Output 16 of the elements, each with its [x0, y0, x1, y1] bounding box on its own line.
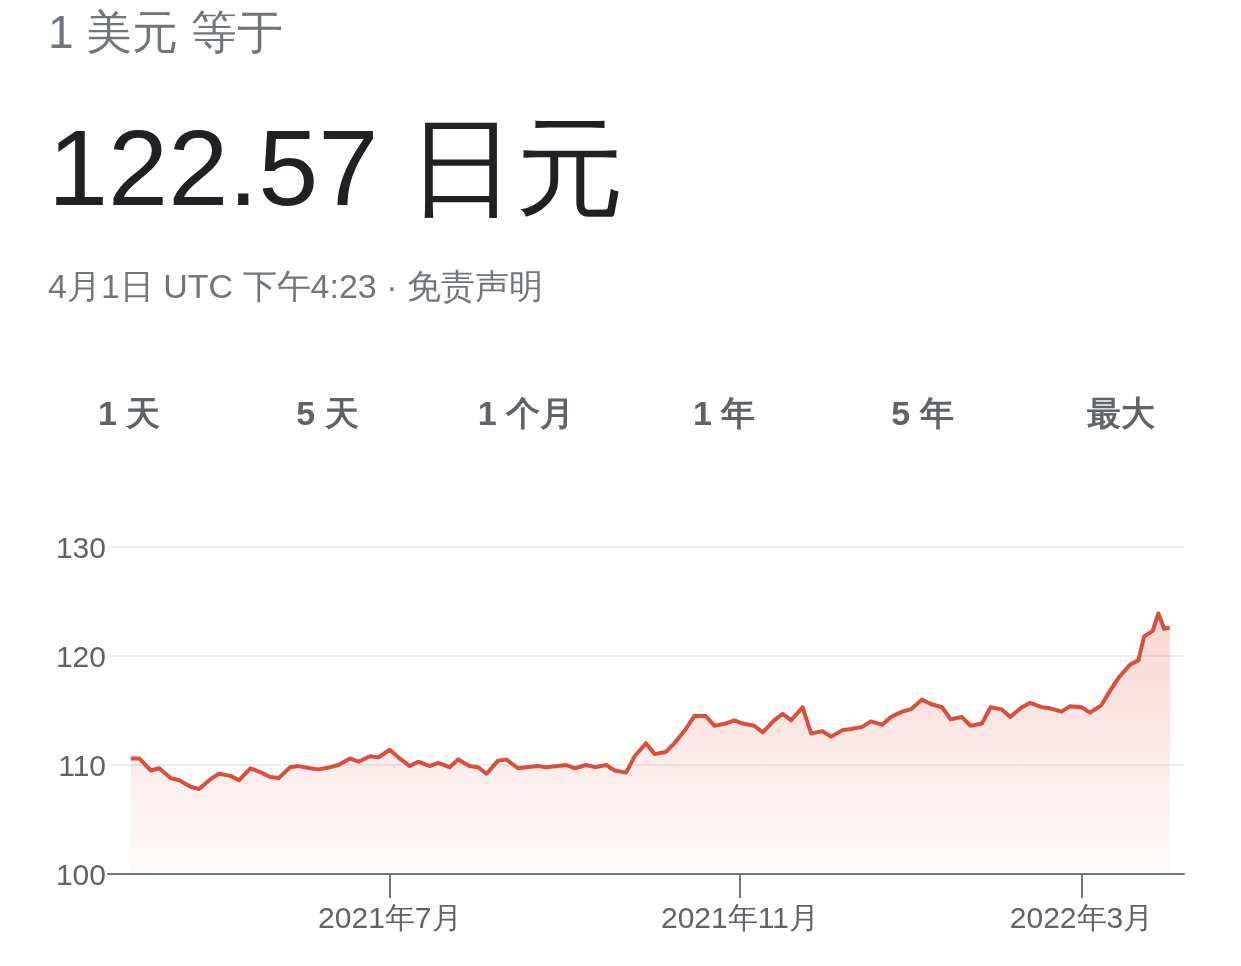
text: 5 年 — [890, 393, 955, 434]
x-tick-label: 2021年11月 — [660, 900, 819, 934]
chart-subtitle: 1 美元 等于 — [48, 5, 284, 60]
text: 1 个月 — [476, 393, 575, 434]
text: 最大 — [1085, 393, 1156, 434]
x-tick-label: 2022年3月 — [1009, 900, 1154, 934]
text: 5 天 — [295, 393, 360, 434]
x-tick-label: 2021年7月 — [318, 900, 462, 934]
chart-title: 122.57 日元 — [48, 106, 625, 230]
y-tick-label: 100 — [55, 857, 106, 891]
text: 4月1日 UTC 下午4:23 · 免责声明 — [48, 266, 543, 307]
text: 1 年 — [691, 393, 757, 434]
text: 1 天 — [97, 393, 162, 434]
y-tick-label: 110 — [58, 748, 106, 782]
y-tick-label: 130 — [55, 530, 106, 564]
y-tick-label: 120 — [55, 639, 106, 673]
